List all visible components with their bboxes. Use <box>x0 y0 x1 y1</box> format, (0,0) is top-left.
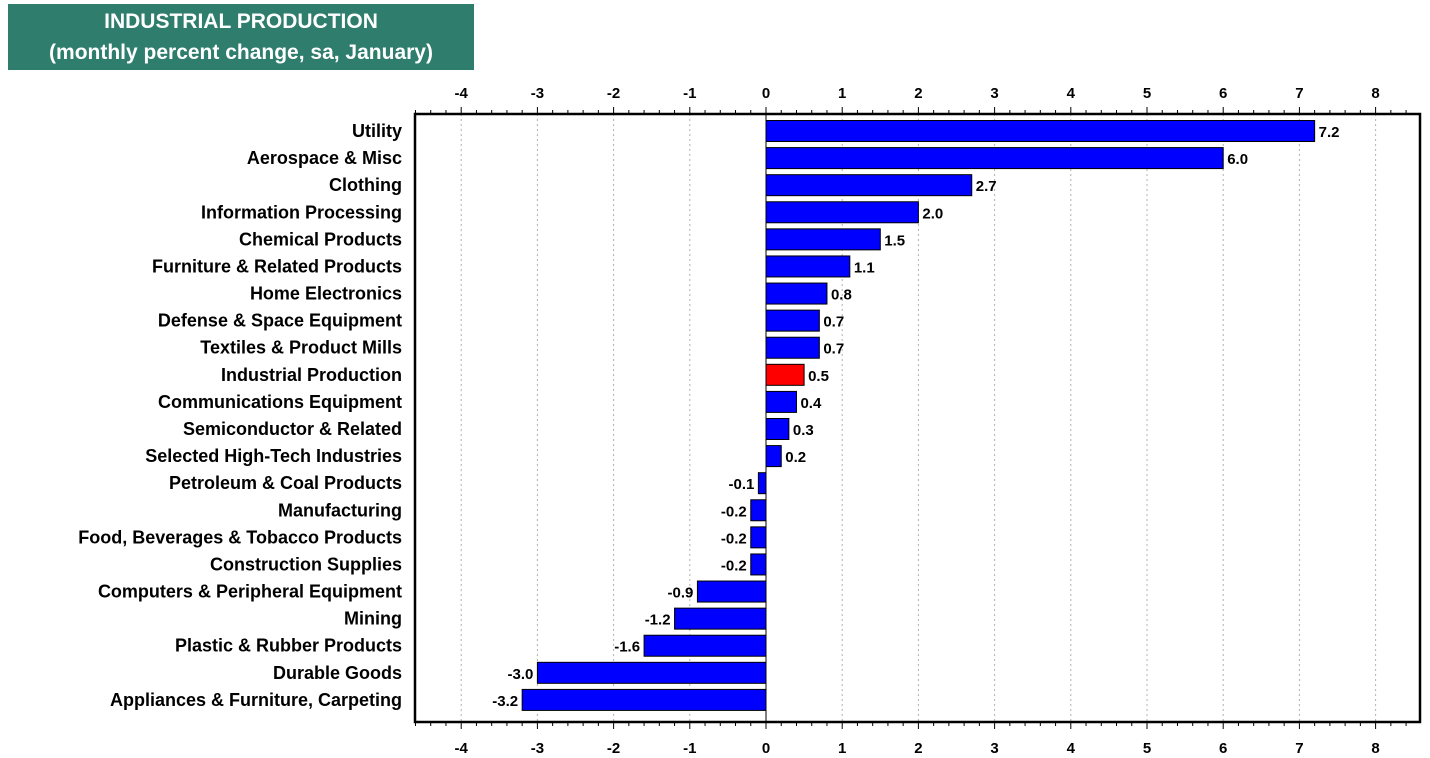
category-label: Food, Beverages & Tobacco Products <box>78 527 402 547</box>
bar <box>643 634 767 657</box>
bar <box>757 472 767 495</box>
data-label: -3.2 <box>492 693 518 710</box>
bar <box>696 580 767 603</box>
category-label: Home Electronics <box>250 284 402 304</box>
category-label: Utility <box>352 121 402 141</box>
x-tick-label-top: -1 <box>683 85 696 102</box>
bar <box>765 282 828 305</box>
x-tick-label-top: -2 <box>607 85 620 102</box>
category-label: Petroleum & Coal Products <box>169 473 402 493</box>
category-label: Mining <box>344 609 402 629</box>
chart-title-box: INDUSTRIAL PRODUCTION (monthly percent c… <box>8 4 474 70</box>
x-tick-label-top: 3 <box>990 85 998 102</box>
x-tick-label-top: 4 <box>1067 85 1076 102</box>
category-label: Information Processing <box>201 202 402 222</box>
bar <box>765 201 919 224</box>
data-label: 2.7 <box>976 178 997 195</box>
bar-highlight <box>765 363 805 386</box>
category-label: Appliances & Furniture, Carpeting <box>110 690 402 710</box>
bar <box>765 390 797 413</box>
data-label: -1.2 <box>645 612 671 629</box>
x-tick-label-bottom: -1 <box>683 740 696 757</box>
x-tick-label-bottom: 0 <box>762 740 770 757</box>
x-tick-label-top: -4 <box>455 85 469 102</box>
data-label: -0.2 <box>721 530 747 547</box>
bar <box>750 526 767 549</box>
x-tick-label-bottom: 1 <box>838 740 846 757</box>
data-label: 0.5 <box>808 368 829 385</box>
bar <box>765 255 851 278</box>
data-label: -0.1 <box>729 476 755 493</box>
x-tick-label-bottom: 8 <box>1371 740 1379 757</box>
category-label: Industrial Production <box>221 365 402 385</box>
category-label: Selected High-Tech Industries <box>145 446 402 466</box>
x-tick-label-bottom: 7 <box>1295 740 1303 757</box>
bar <box>765 174 973 197</box>
chart-subtitle: (monthly percent change, sa, January) <box>49 41 433 64</box>
category-label: Textiles & Product Mills <box>200 338 402 358</box>
bar <box>765 418 790 440</box>
data-label: 0.4 <box>800 395 822 412</box>
data-label: -0.2 <box>721 557 747 574</box>
bar <box>750 553 767 576</box>
data-label: 2.0 <box>922 205 943 222</box>
bar <box>674 607 767 630</box>
category-label: Furniture & Related Products <box>152 256 402 276</box>
bar <box>536 661 767 684</box>
x-tick-label-bottom: -2 <box>607 740 620 757</box>
x-tick-label-bottom: -3 <box>531 740 544 757</box>
x-tick-label-top: 5 <box>1143 85 1151 102</box>
category-label: Chemical Products <box>239 229 402 249</box>
category-label: Clothing <box>329 175 402 195</box>
x-tick-label-bottom: 2 <box>914 740 922 757</box>
x-tick-label-top: 1 <box>838 85 846 102</box>
data-label: -0.9 <box>668 585 694 602</box>
x-tick-label-bottom: 6 <box>1219 740 1227 757</box>
x-tick-label-top: 2 <box>914 85 922 102</box>
data-label: 7.2 <box>1319 124 1340 141</box>
category-label: Durable Goods <box>273 663 402 683</box>
category-label: Semiconductor & Related <box>183 419 402 439</box>
data-label: 0.7 <box>823 314 844 331</box>
category-label: Defense & Space Equipment <box>158 311 402 331</box>
bar <box>765 120 1316 142</box>
data-label: -3.0 <box>508 666 534 683</box>
bar <box>750 499 767 522</box>
data-label: 0.2 <box>785 449 806 466</box>
bar <box>521 688 767 711</box>
category-label: Manufacturing <box>278 500 402 520</box>
category-label: Plastic & Rubber Products <box>175 636 402 656</box>
bar <box>765 309 820 332</box>
x-tick-label-top: -3 <box>531 85 544 102</box>
category-label: Communications Equipment <box>158 392 402 412</box>
x-tick-label-bottom: -4 <box>455 740 469 757</box>
x-tick-label-bottom: 3 <box>990 740 998 757</box>
data-label: 0.8 <box>831 287 852 304</box>
plot-frame <box>413 112 1422 724</box>
bar <box>765 147 1224 170</box>
data-label: -1.6 <box>614 639 640 656</box>
data-label: 1.5 <box>884 232 905 249</box>
x-tick-label-bottom: 4 <box>1067 740 1076 757</box>
data-label: 0.7 <box>823 341 844 358</box>
x-tick-label-top: 6 <box>1219 85 1227 102</box>
category-label: Computers & Peripheral Equipment <box>98 582 402 602</box>
x-tick-label-top: 7 <box>1295 85 1303 102</box>
category-label: Aerospace & Misc <box>247 148 402 168</box>
bar <box>765 445 782 468</box>
category-label: Construction Supplies <box>210 554 402 574</box>
x-tick-label-top: 8 <box>1371 85 1379 102</box>
data-label: 0.3 <box>793 422 814 439</box>
x-tick-label-bottom: 5 <box>1143 740 1151 757</box>
x-tick-label-top: 0 <box>762 85 770 102</box>
data-label: 1.1 <box>854 259 875 276</box>
bar <box>765 228 881 251</box>
bar <box>765 336 820 359</box>
chart-title: INDUSTRIAL PRODUCTION <box>104 10 378 33</box>
data-label: -0.2 <box>721 503 747 520</box>
data-label: 6.0 <box>1227 151 1248 168</box>
